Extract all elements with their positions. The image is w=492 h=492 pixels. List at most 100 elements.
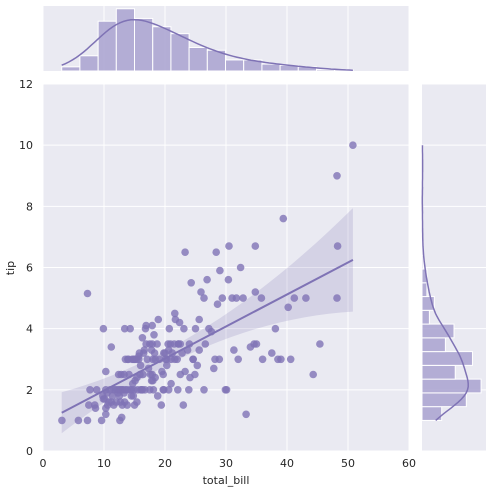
scatter-point [107,343,116,351]
scatter-point [316,340,324,348]
y-tick-label: 8 [26,200,33,213]
scatter-point [268,349,276,357]
scatter-point [218,294,227,302]
right-histogram-bar [421,378,482,394]
scatter-point [333,294,341,302]
scatter-point [92,386,101,394]
right-histogram-bar [421,254,424,270]
scatter-point [309,370,318,379]
scatter-point [102,410,110,419]
scatter-point [115,392,124,400]
scatter-point [195,315,203,324]
top-histogram-bar [188,46,208,72]
top-histogram-bar [225,59,245,72]
scatter-point [165,324,174,333]
x-tick-label: 10 [97,457,111,470]
scatter-point [189,355,197,364]
right-kde-curve [421,145,469,421]
x-tick-label: 30 [219,457,233,470]
y-axis-label: tip [4,261,17,275]
scatter-point [251,288,260,296]
scatter-point [123,401,131,409]
scatter-point [333,172,341,180]
scatter-point [213,300,222,309]
top-histogram-bar [79,55,99,72]
scatter-point [153,392,162,400]
scatter-point [133,373,141,382]
scatter-point [222,386,231,394]
scatter-point [203,275,211,284]
top-histogram-bar [61,66,81,72]
scatter-point [200,386,208,394]
scatter-point [224,275,233,284]
right-histogram-bar [421,351,473,366]
scatter-point [216,266,224,275]
right-histogram-bar [421,309,430,325]
scatter-point [180,324,188,333]
scatter-point [290,294,299,302]
right-histogram-bar [421,282,428,298]
scatter-point [83,289,92,298]
scatter-point [91,404,100,413]
top-histogram-bar [134,17,154,72]
scatter-point [143,355,152,364]
scatter-point [234,355,242,364]
top-histogram-bar [115,8,135,72]
scatter-point [138,386,147,394]
scatter-point [147,346,156,354]
scatter-point [99,324,108,333]
x-tick-label: 50 [341,457,355,470]
scatter-point [102,404,110,413]
scatter-point [333,242,342,250]
scatter-point [167,379,175,388]
scatter-point [195,346,203,354]
scatter-point [102,367,110,376]
right-histogram-bar [421,323,455,339]
scatter-point [163,361,171,370]
scatter-point [171,309,179,318]
y-tick-label: 4 [26,323,33,336]
scatter-point [232,294,241,302]
scatter-point [185,386,193,394]
scatter-point [200,294,208,302]
scatter-point [210,364,218,373]
scatter-point [58,416,66,425]
top-histogram-bar [97,20,117,72]
scatter-point [286,355,295,364]
y-tick-label: 12 [19,78,33,91]
scatter-point [133,398,141,406]
scatter-point [191,370,199,379]
top-histogram-bar [152,26,172,72]
scatter-point [302,294,310,302]
y-tick-label: 0 [26,445,33,458]
x-tick-label: 40 [280,457,294,470]
scatter-point [284,303,293,312]
scatter-point [215,355,224,364]
scatter-point [191,324,200,333]
scatter-point [141,324,150,333]
y-tick-label: 10 [19,139,33,152]
regression-line [61,258,354,414]
x-tick-label: 0 [40,457,47,470]
scatter-point [154,315,163,324]
scatter-point [128,355,136,364]
scatter-point [148,321,156,330]
right-histogram-bar [421,337,446,353]
scatter-point [201,340,210,348]
scatter-point [349,141,357,149]
scatter-point [181,367,189,376]
scatter-point [252,340,261,348]
scatter-point [212,248,220,256]
scatter-point [239,294,247,302]
scatter-point [99,395,108,403]
scatter-point [277,355,285,364]
scatter-point [174,386,182,394]
scatter-point [126,324,134,333]
scatter-point [140,346,149,354]
scatter-point [157,401,166,409]
scatter-point [149,376,157,385]
scatter-point [159,370,167,379]
scatter-point [236,263,245,272]
scatter-point [258,355,267,364]
